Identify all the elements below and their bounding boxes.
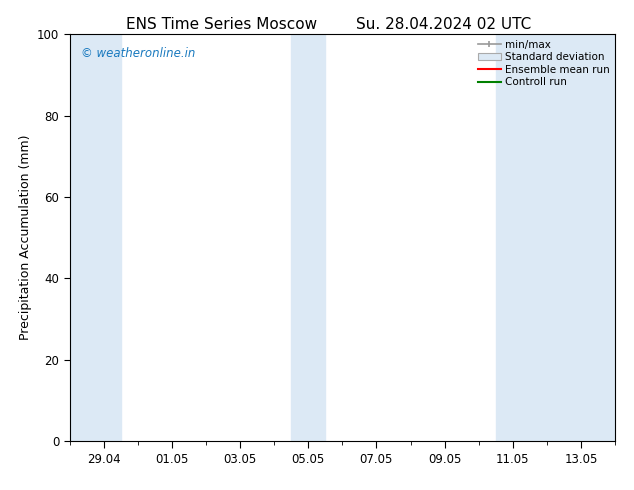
Text: © weatheronline.in: © weatheronline.in xyxy=(81,47,195,59)
Text: Su. 28.04.2024 02 UTC: Su. 28.04.2024 02 UTC xyxy=(356,17,531,32)
Y-axis label: Precipitation Accumulation (mm): Precipitation Accumulation (mm) xyxy=(18,135,32,341)
Bar xyxy=(291,34,325,441)
Legend: min/max, Standard deviation, Ensemble mean run, Controll run: min/max, Standard deviation, Ensemble me… xyxy=(476,37,612,89)
Bar xyxy=(496,34,615,441)
Bar xyxy=(70,34,121,441)
Text: ENS Time Series Moscow: ENS Time Series Moscow xyxy=(126,17,318,32)
